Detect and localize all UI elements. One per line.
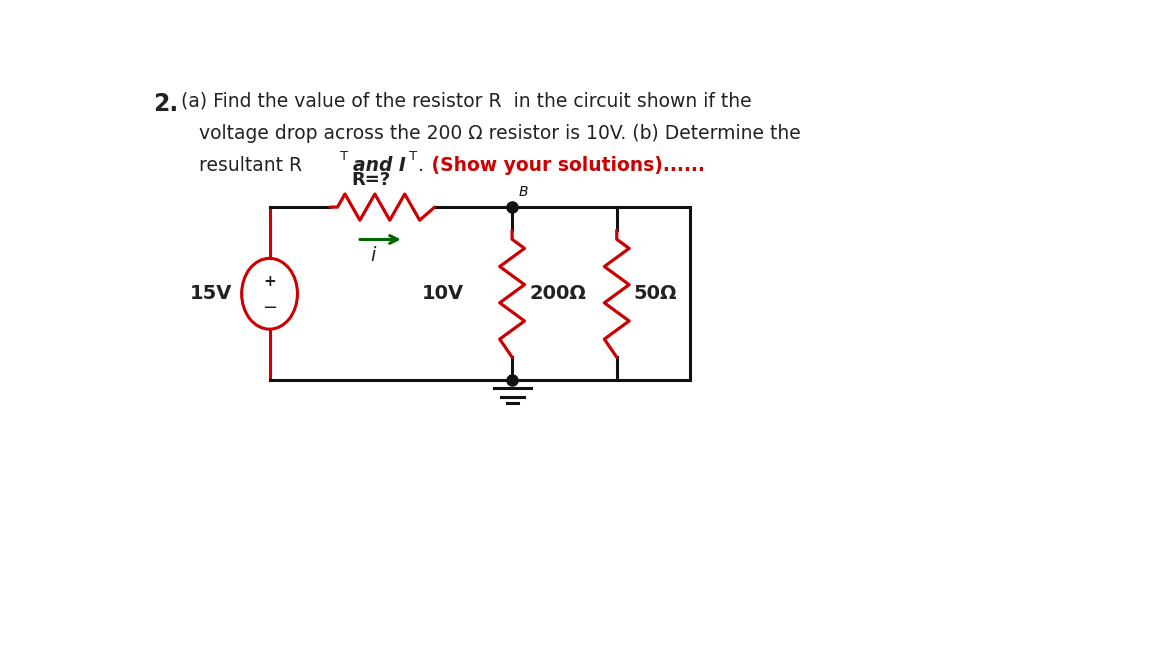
Text: T: T (340, 150, 348, 163)
Text: .: . (417, 156, 424, 176)
Text: 2.: 2. (153, 91, 179, 115)
Text: (Show your solutions)......: (Show your solutions)...... (425, 156, 704, 176)
Text: and I: and I (354, 156, 407, 176)
Text: +: + (263, 274, 276, 289)
Text: T: T (409, 150, 417, 163)
Text: 50Ω: 50Ω (634, 284, 677, 303)
Text: R=?: R=? (351, 170, 391, 189)
Text: i: i (370, 246, 376, 264)
Text: B: B (518, 185, 528, 200)
Text: (a) Find the value of the resistor R  in the circuit shown if the: (a) Find the value of the resistor R in … (181, 91, 752, 111)
Text: resultant R: resultant R (181, 156, 302, 176)
Text: 10V: 10V (422, 284, 464, 303)
Text: 200Ω: 200Ω (529, 284, 586, 303)
Text: voltage drop across the 200 Ω resistor is 10V. (b) Determine the: voltage drop across the 200 Ω resistor i… (181, 124, 801, 143)
Text: 15V: 15V (190, 284, 233, 303)
Text: −: − (262, 299, 278, 317)
